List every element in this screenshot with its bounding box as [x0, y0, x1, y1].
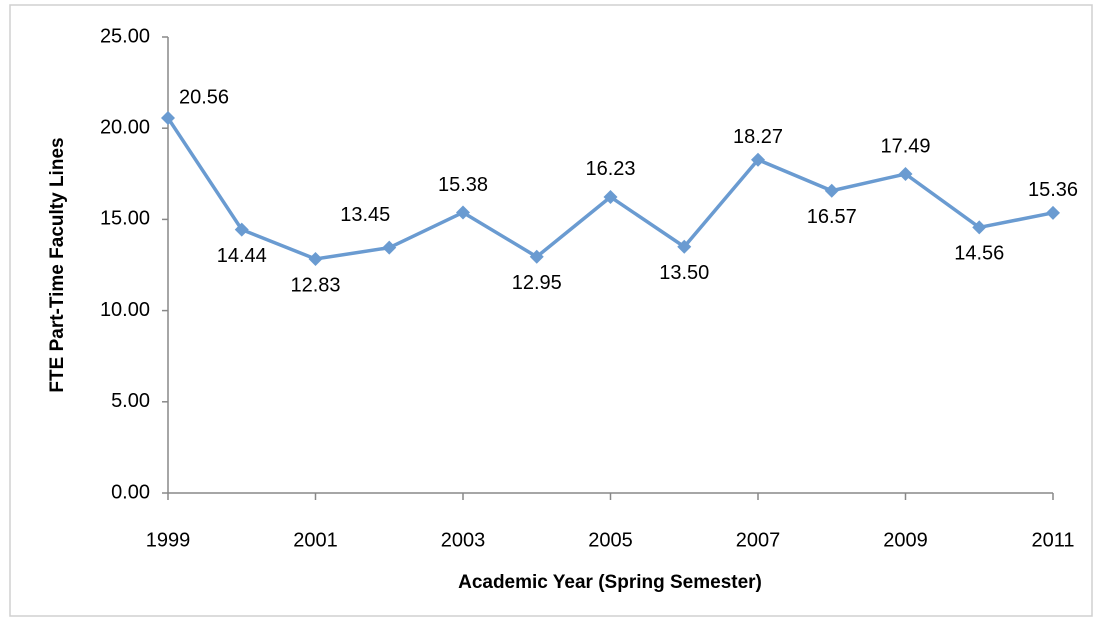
- data-point: [603, 189, 618, 204]
- y-tick-label: 5.00: [111, 390, 150, 412]
- x-tick-label: 2005: [588, 529, 633, 551]
- data-label: 13.45: [340, 204, 390, 226]
- data-label: 18.27: [733, 126, 783, 148]
- data-point: [161, 110, 175, 125]
- y-axis-title: FTE Part-Time Faculty Lines: [47, 137, 68, 392]
- data-label: 15.38: [438, 174, 488, 196]
- y-tick-label: 15.00: [100, 208, 150, 230]
- data-point: [308, 251, 323, 266]
- data-label: 13.50: [659, 262, 709, 284]
- x-tick-label: 2009: [883, 529, 928, 551]
- data-label: 16.23: [585, 158, 635, 180]
- y-tick-label: 10.00: [100, 299, 150, 321]
- data-point: [1046, 205, 1060, 220]
- data-point: [529, 249, 544, 264]
- chart-frame: [9, 4, 1093, 617]
- data-point: [234, 222, 249, 237]
- data-point: [972, 220, 987, 235]
- data-label: 20.56: [179, 86, 229, 108]
- data-point: [677, 239, 692, 254]
- data-label: 14.56: [954, 243, 1004, 265]
- x-tick-label: 2003: [441, 529, 486, 551]
- x-tick-label: 2007: [736, 529, 781, 551]
- x-tick-label: 2011: [1031, 529, 1074, 551]
- y-tick-label: 25.00: [100, 25, 150, 47]
- data-label: 12.83: [290, 274, 340, 296]
- data-point: [751, 152, 765, 167]
- data-label: 15.36: [1028, 179, 1078, 201]
- data-point: [456, 205, 470, 220]
- data-point: [898, 166, 913, 181]
- x-axis-title: Academic Year (Spring Semester): [458, 572, 762, 593]
- data-label: 16.57: [807, 206, 857, 228]
- x-tick-label: 2001: [293, 529, 338, 551]
- data-label: 17.49: [880, 135, 930, 157]
- data-label: 14.44: [217, 245, 267, 267]
- data-point: [382, 240, 397, 255]
- x-tick-label: 1999: [146, 529, 191, 551]
- y-tick-label: 20.00: [100, 116, 150, 138]
- data-point: [824, 183, 839, 198]
- y-tick-label: 0.00: [111, 481, 150, 503]
- data-label: 12.95: [512, 272, 562, 294]
